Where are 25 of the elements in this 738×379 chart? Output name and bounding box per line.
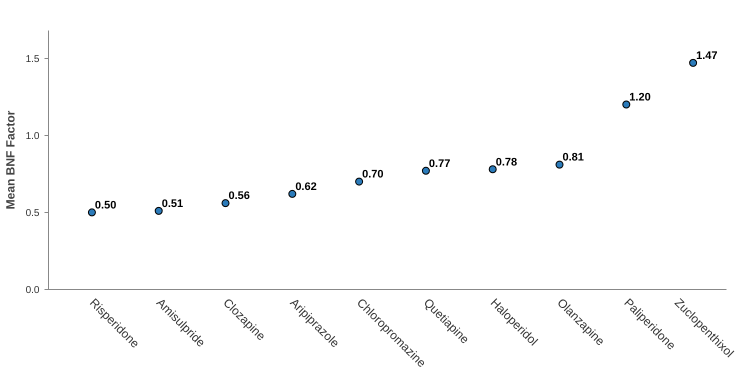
point <box>222 199 230 208</box>
data-label: 0.50 <box>94 199 116 212</box>
data-label: 1.47 <box>696 50 718 62</box>
point <box>355 178 364 186</box>
y-tick-label: 1.0 <box>26 130 40 142</box>
point <box>422 166 430 175</box>
point <box>88 208 96 216</box>
data-label: 0.77 <box>428 158 450 170</box>
data-label: 1.20 <box>629 92 651 104</box>
data-label: 0.70 <box>362 168 384 181</box>
point <box>556 160 564 169</box>
point <box>622 100 630 108</box>
y-tick-label: 1.5 <box>26 54 40 65</box>
data-label: 0.62 <box>295 180 317 193</box>
point <box>488 165 497 174</box>
data-label: 0.81 <box>562 152 584 164</box>
y-tick-label: 0.5 <box>26 208 40 219</box>
data-label: 0.56 <box>228 190 250 202</box>
data-label: 0.51 <box>162 198 184 210</box>
point <box>154 206 163 215</box>
y-axis-title: Mean BNF Factor <box>4 110 18 210</box>
point <box>288 190 296 198</box>
data-label: 0.78 <box>496 156 518 168</box>
y-tick-label: 0.0 <box>26 285 40 296</box>
point <box>689 58 698 67</box>
